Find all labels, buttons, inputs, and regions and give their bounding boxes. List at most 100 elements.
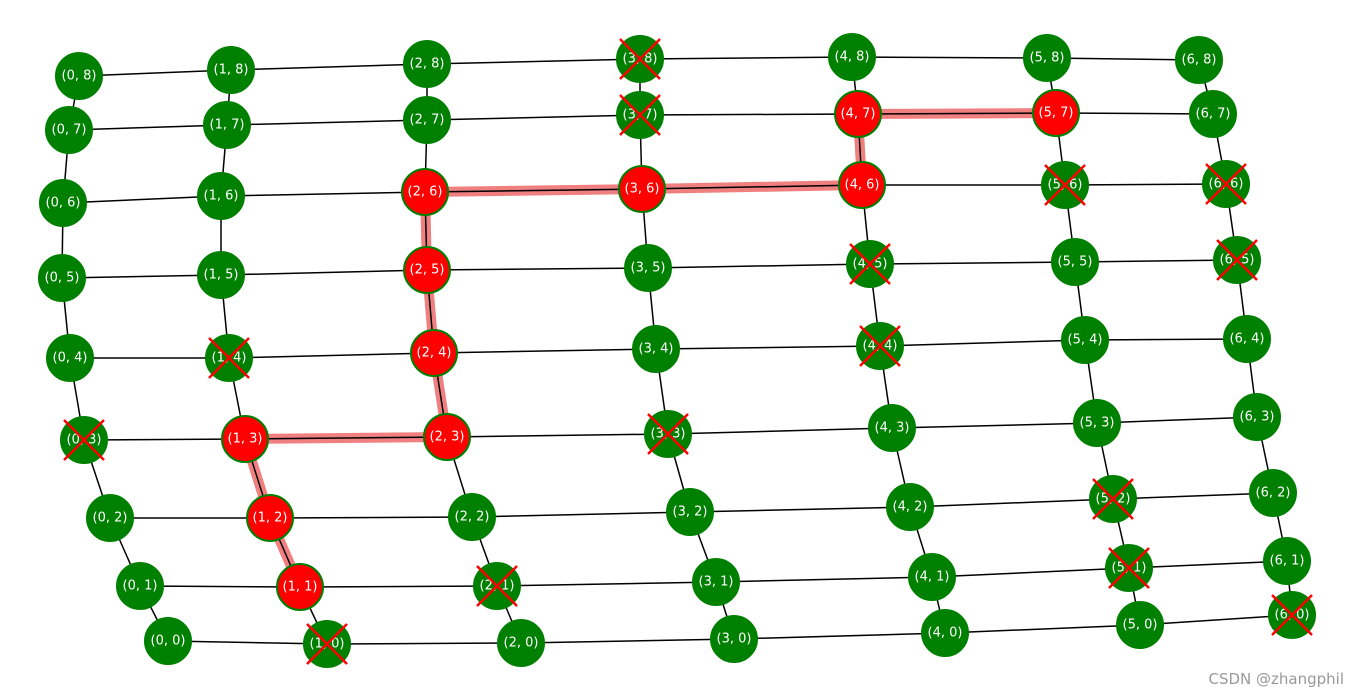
- node-label: (3, 1): [699, 575, 734, 590]
- blocked-mark: [1205, 163, 1247, 205]
- node-label: (6, 7): [1196, 107, 1231, 122]
- node: [197, 172, 245, 220]
- watermark: CSDN @zhangphil: [1209, 670, 1345, 688]
- blocked-mark: [619, 38, 661, 80]
- node-label: (2, 8): [410, 57, 445, 72]
- edge: [269, 516, 473, 519]
- edge: [426, 58, 641, 65]
- blocked-mark: [63, 419, 105, 461]
- blocked-mark: [1271, 594, 1313, 636]
- node: [921, 609, 969, 657]
- node-label: (2, 2): [455, 510, 490, 525]
- edge: [1074, 259, 1238, 263]
- node-label: (6, 3): [1240, 410, 1275, 425]
- node-label: (1, 1): [283, 580, 318, 595]
- edge: [167, 640, 328, 645]
- edge: [879, 339, 1086, 347]
- node-label: (1, 3): [228, 432, 263, 447]
- edge: [655, 345, 881, 350]
- node: [618, 165, 666, 213]
- node-label: (5, 5): [1058, 255, 1093, 270]
- node: [144, 617, 192, 665]
- node: [838, 161, 886, 209]
- node: [403, 246, 451, 294]
- node-label: (5, 3): [1080, 416, 1115, 431]
- node-label: (0, 2): [93, 511, 128, 526]
- node-label: (0, 1): [123, 579, 158, 594]
- node: [203, 101, 251, 149]
- node-label: (5, 8): [1030, 51, 1065, 66]
- node-label: (0, 4): [53, 351, 88, 366]
- edge: [1128, 560, 1288, 569]
- node-label: (0, 8): [62, 69, 97, 84]
- node-label: (4, 7): [841, 107, 876, 122]
- node: [246, 494, 294, 542]
- node: [497, 619, 545, 667]
- edge: [1055, 112, 1214, 115]
- node-label: (4, 6): [845, 178, 880, 193]
- node: [1023, 34, 1071, 82]
- node-label: (6, 1): [1270, 554, 1305, 569]
- blocked-mark: [619, 94, 661, 136]
- node: [38, 254, 86, 302]
- node-label: (0, 0): [151, 634, 186, 649]
- node-label: (0, 7): [52, 123, 87, 138]
- edge: [226, 119, 428, 126]
- edge: [689, 506, 911, 513]
- node-label: (0, 6): [46, 196, 81, 211]
- edge: [520, 638, 735, 644]
- edge: [891, 422, 1098, 429]
- node: [1189, 90, 1237, 138]
- node-label: (2, 5): [410, 263, 445, 278]
- blocked-mark: [208, 337, 250, 379]
- node: [1223, 315, 1271, 363]
- edge: [857, 112, 1057, 115]
- node: [39, 179, 87, 227]
- node-label: (3, 0): [717, 632, 752, 647]
- node-label: (3, 6): [625, 182, 660, 197]
- edge: [471, 511, 691, 518]
- edge: [446, 433, 669, 438]
- node: [1175, 36, 1223, 84]
- edge: [326, 642, 522, 645]
- edge: [667, 427, 893, 435]
- edge: [61, 274, 222, 279]
- node-label: (4, 0): [928, 626, 963, 641]
- edge: [1064, 183, 1227, 186]
- edge: [83, 438, 246, 441]
- node: [692, 558, 740, 606]
- edge: [244, 436, 448, 440]
- node: [1032, 89, 1080, 137]
- node: [403, 40, 451, 88]
- edge: [715, 576, 933, 583]
- edge: [944, 624, 1141, 634]
- node-label: (5, 0): [1123, 618, 1158, 633]
- nodes: (0, 0)(0, 1)(0, 2)(0, 3)(0, 4)(0, 5)(0, …: [38, 33, 1316, 668]
- node: [423, 413, 471, 461]
- edge: [228, 352, 435, 359]
- edge: [639, 56, 853, 60]
- node-label: (3, 4): [639, 342, 674, 357]
- edge: [139, 585, 301, 588]
- node-label: (2, 3): [430, 430, 465, 445]
- node: [632, 325, 680, 373]
- node-label: (1, 6): [204, 189, 239, 204]
- node-label: (2, 4): [417, 346, 452, 361]
- edge: [424, 188, 643, 193]
- node: [55, 52, 103, 100]
- blocked-mark: [859, 325, 901, 367]
- edge: [230, 63, 428, 71]
- edge: [851, 56, 1048, 59]
- edge: [220, 269, 428, 276]
- node: [624, 244, 672, 292]
- edge: [639, 113, 859, 116]
- blocked-mark: [647, 413, 689, 455]
- edge: [1084, 338, 1248, 341]
- node-label: (5, 7): [1039, 106, 1074, 121]
- node: [1061, 316, 1109, 364]
- node-label: (6, 8): [1182, 53, 1217, 68]
- node: [868, 404, 916, 452]
- edge: [426, 267, 649, 271]
- node: [401, 168, 449, 216]
